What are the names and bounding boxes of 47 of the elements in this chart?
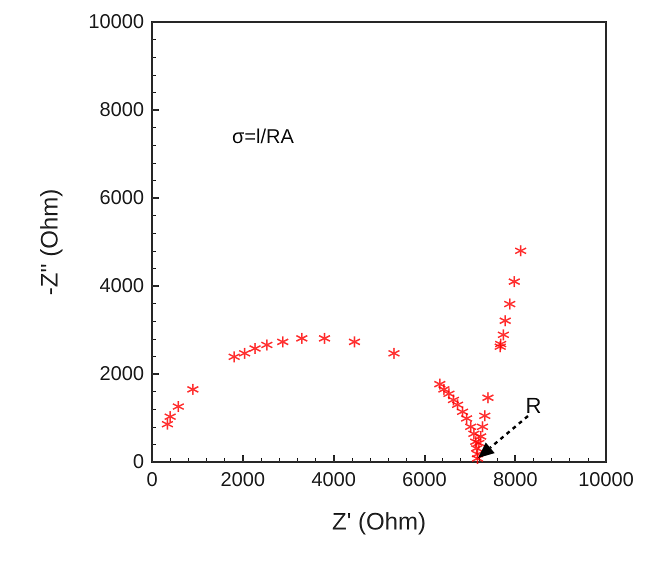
point: [186, 383, 200, 396]
point: [498, 314, 512, 328]
y-tick-label: 0: [132, 451, 144, 473]
annotation: R: [526, 392, 542, 418]
point: [503, 298, 516, 310]
point: [388, 347, 400, 360]
y-tick-label: 8000: [100, 99, 144, 121]
point: [248, 342, 262, 355]
x-tick-label: 2000: [220, 469, 266, 491]
point: [296, 332, 308, 345]
point: [276, 336, 290, 348]
y-tick-label: 6000: [100, 187, 144, 209]
y-tick-label: 4000: [100, 275, 144, 297]
point: [260, 338, 274, 352]
y-tick-label: 10000: [88, 11, 144, 33]
point: [318, 332, 331, 345]
point: [348, 336, 361, 348]
x-axis-title: Z' (Ohm): [332, 508, 426, 536]
point: [460, 412, 473, 425]
point: [497, 328, 510, 342]
x-tick-label: 6000: [402, 469, 447, 491]
point: [228, 350, 240, 364]
point: [476, 420, 489, 434]
point: [172, 400, 185, 413]
point: [478, 410, 492, 422]
point: [472, 436, 486, 450]
x-tick-label: 8000: [492, 469, 538, 491]
point: [161, 418, 174, 430]
y-axis-title: -Z'' (Ohm): [36, 188, 64, 296]
annotation: σ=l/RA: [232, 126, 294, 148]
point: [464, 420, 478, 434]
x-tick-label: 0: [146, 469, 158, 491]
point: [494, 338, 507, 350]
point: [494, 340, 507, 354]
x-tick-label: 4000: [311, 469, 356, 491]
point: [456, 406, 469, 418]
point: [471, 452, 484, 465]
point: [471, 448, 484, 460]
point: [482, 391, 494, 404]
y-tick-label: 2000: [100, 363, 144, 385]
point: [238, 347, 251, 360]
point: [470, 442, 483, 455]
point: [469, 435, 482, 448]
point: [508, 275, 521, 288]
point: [514, 244, 527, 258]
x-tick-label: 10000: [578, 469, 634, 491]
point: [164, 410, 176, 423]
